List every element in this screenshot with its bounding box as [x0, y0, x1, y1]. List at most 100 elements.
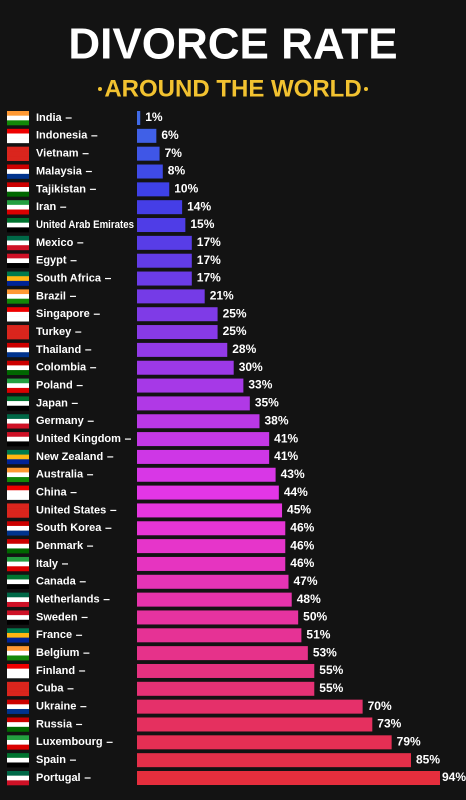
category-label: Canada [36, 576, 77, 588]
flag [7, 329, 29, 335]
value-label: 33% [248, 378, 272, 392]
flag [7, 191, 29, 197]
value-label: 53% [313, 645, 337, 659]
bar [137, 307, 218, 322]
flag [7, 619, 29, 625]
bar [137, 556, 286, 571]
flag [7, 258, 29, 264]
bar [137, 771, 440, 785]
bar [137, 182, 170, 197]
value-label: 25% [223, 306, 247, 320]
flag [7, 566, 29, 572]
flag [7, 512, 29, 518]
bar [137, 325, 218, 340]
value-label: 47% [294, 574, 318, 588]
bar [137, 485, 279, 500]
value-label: 46% [290, 556, 314, 570]
flag [7, 579, 29, 585]
category-label: Indonesia [36, 130, 88, 142]
bar [137, 467, 276, 482]
bar [137, 146, 160, 161]
category-label: Russia [36, 718, 73, 730]
flag [7, 436, 29, 442]
bar [137, 628, 302, 643]
ornament [98, 87, 102, 91]
flag [7, 735, 29, 741]
flag [7, 548, 29, 554]
flag [7, 508, 29, 514]
value-label: 41% [274, 449, 298, 463]
bar [137, 396, 250, 411]
category-label: New Zealand [36, 451, 103, 463]
value-label: 45% [287, 503, 311, 517]
value-label: 43% [281, 467, 305, 481]
flag [7, 490, 29, 496]
flag [7, 387, 29, 393]
category-label: Australia [36, 469, 84, 481]
flag [7, 584, 29, 590]
category-label: Italy [36, 558, 59, 570]
flag [7, 253, 29, 259]
flag [7, 472, 29, 478]
flag [7, 597, 29, 603]
flag [7, 432, 29, 438]
category-label: Brazil [36, 290, 66, 302]
flag [7, 485, 29, 491]
category-label: Egypt [36, 255, 67, 267]
flag [7, 383, 29, 389]
flag [7, 245, 29, 251]
value-label: 21% [210, 289, 234, 303]
bar [137, 663, 315, 678]
flag [7, 187, 29, 192]
bar [137, 735, 392, 750]
bar [137, 128, 157, 143]
category-label: Sweden [36, 611, 78, 623]
bar [137, 218, 186, 233]
flag [7, 441, 29, 447]
flag [7, 449, 29, 455]
category-label: Luxembourg [36, 736, 103, 748]
bar [137, 111, 141, 125]
flag [7, 414, 29, 420]
flag [7, 307, 29, 313]
bar [137, 521, 286, 536]
bar [137, 164, 163, 179]
flag [7, 240, 29, 246]
value-label: 85% [416, 752, 440, 766]
value-label: 30% [239, 360, 263, 374]
category-label: India [36, 112, 63, 124]
flag [7, 370, 29, 376]
flag [7, 347, 29, 353]
flag [7, 120, 29, 126]
flag [7, 138, 29, 144]
flag [7, 646, 29, 652]
flag [7, 726, 29, 732]
flag [7, 164, 29, 170]
value-label: 51% [306, 627, 330, 641]
value-label: 55% [319, 681, 343, 695]
flag [7, 289, 29, 295]
category-label: China [36, 487, 67, 499]
value-label: 46% [290, 538, 314, 552]
flag [7, 780, 29, 786]
bar [137, 414, 260, 429]
value-label: 7% [165, 146, 183, 160]
flag [7, 311, 29, 317]
flag [7, 222, 29, 228]
flag [7, 405, 29, 411]
flag [7, 753, 29, 759]
flag [7, 133, 29, 139]
category-label: Belgium [36, 647, 80, 659]
flag [7, 173, 29, 179]
value-label: 94% [442, 770, 466, 784]
category-label: Mexico [36, 237, 74, 249]
bar [137, 753, 411, 768]
flag [7, 663, 29, 669]
flag [7, 401, 29, 407]
flag [7, 334, 29, 340]
value-label: 8% [168, 164, 186, 178]
flag [7, 467, 29, 473]
flag [7, 757, 29, 763]
bar [137, 646, 308, 661]
bar [137, 539, 286, 554]
